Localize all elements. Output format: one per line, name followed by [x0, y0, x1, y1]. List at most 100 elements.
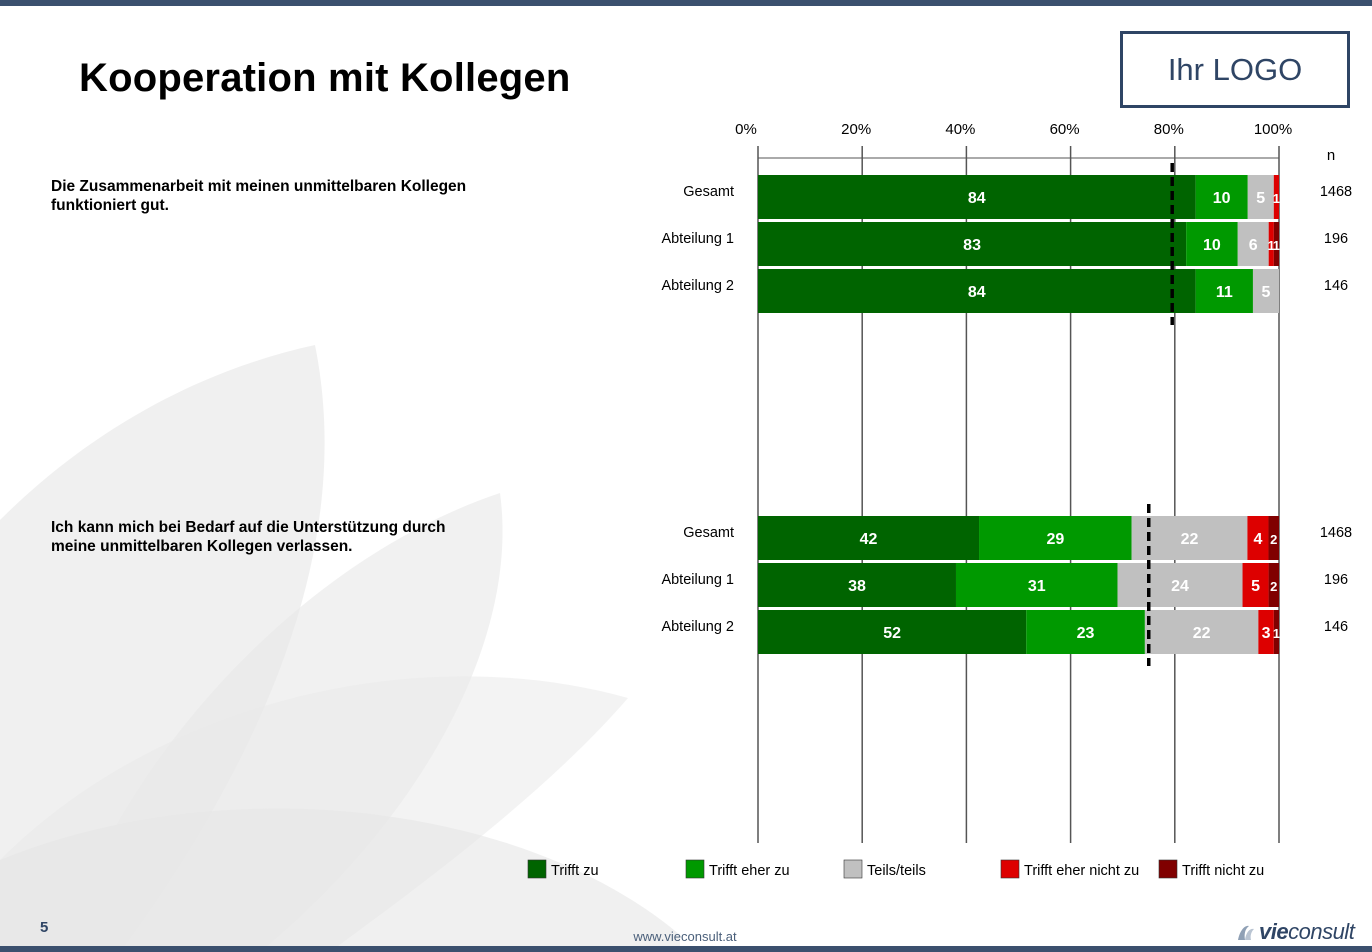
x-tick-label: 20% — [841, 121, 871, 138]
bar-segment — [979, 516, 1132, 560]
bar-segment — [1247, 175, 1274, 219]
n-header: n — [1327, 147, 1335, 164]
bar-segment — [1268, 563, 1279, 607]
data-label: 29 — [1046, 531, 1064, 548]
data-label: 10 — [1203, 237, 1221, 254]
bar-segment — [758, 175, 1196, 219]
data-label: 52 — [883, 625, 901, 642]
row-label: Gesamt — [683, 184, 734, 200]
brand-name: vieconsult — [1259, 919, 1355, 945]
legend-label: Trifft eher zu — [709, 863, 790, 879]
brand-logo: vieconsult — [1236, 919, 1355, 945]
bar-segment — [1237, 222, 1269, 266]
footer-url-text[interactable]: www.vieconsult.at — [633, 929, 737, 944]
data-label: 38 — [848, 578, 866, 595]
data-label: 1 — [1268, 238, 1275, 253]
row-n-value: 146 — [1324, 278, 1348, 294]
row-n-value: 1468 — [1320, 184, 1352, 200]
data-label: 1 — [1273, 626, 1280, 641]
brand-wave-icon — [1238, 925, 1254, 940]
x-tick-label: 40% — [945, 121, 975, 138]
bar-segment — [1268, 222, 1274, 266]
row-n-value: 146 — [1324, 619, 1348, 635]
logo-placeholder: Ihr LOGO — [1120, 31, 1350, 108]
legend-swatch — [843, 859, 863, 879]
bar-segment — [1268, 516, 1279, 560]
row-label: Gesamt — [683, 525, 734, 541]
legend-swatch — [1158, 859, 1178, 879]
page-number: 5 — [40, 919, 49, 936]
data-label: 5 — [1262, 284, 1271, 301]
bar-segment — [955, 563, 1118, 607]
row-label: Abteilung 2 — [661, 619, 734, 635]
data-label: 84 — [968, 284, 986, 301]
x-tick-label: 60% — [1050, 121, 1080, 138]
legend-label: Trifft nicht zu — [1182, 863, 1264, 879]
data-label: 31 — [1028, 578, 1046, 595]
bar-segment — [758, 222, 1187, 266]
bar-segment — [1273, 175, 1279, 219]
bar-segment — [758, 269, 1196, 313]
bar-segment — [1242, 563, 1269, 607]
data-label: 22 — [1193, 625, 1211, 642]
data-label: 5 — [1251, 578, 1260, 595]
bar-segment — [1252, 269, 1279, 313]
row-label: Abteilung 2 — [661, 278, 734, 294]
bar-segment — [758, 516, 980, 560]
logo-text: Ihr LOGO — [1167, 51, 1303, 87]
bar-segment — [1195, 175, 1248, 219]
data-label: 10 — [1213, 190, 1231, 207]
x-tick-label: 100% — [1254, 121, 1292, 138]
legend-swatch — [527, 859, 547, 879]
row-label: Abteilung 1 — [661, 572, 734, 588]
brand-prefix: vie — [1259, 919, 1289, 944]
row-label: Abteilung 1 — [661, 231, 734, 247]
data-label: 83 — [963, 237, 981, 254]
page-title: Kooperation mit Kollegen — [79, 56, 571, 100]
bar-segment — [1247, 516, 1269, 560]
data-label: 42 — [860, 531, 878, 548]
bar-segment — [758, 563, 956, 607]
data-label: 1 — [1273, 238, 1280, 253]
data-label: 23 — [1077, 625, 1095, 642]
bar-segment — [1273, 222, 1279, 266]
legend-label: Teils/teils — [867, 863, 926, 879]
bar-segment — [1131, 516, 1248, 560]
data-label: 5 — [1256, 190, 1265, 207]
bar-segment — [1117, 563, 1243, 607]
row-n-value: 196 — [1324, 231, 1348, 247]
bar-segment — [1186, 222, 1238, 266]
bar-segment — [1273, 610, 1279, 654]
brand-suffix: consult — [1288, 919, 1355, 944]
x-tick-label: 0% — [735, 121, 757, 138]
x-tick-label: 80% — [1154, 121, 1184, 138]
data-label: 4 — [1253, 531, 1262, 548]
bar-segment — [1026, 610, 1145, 654]
row-n-value: 1468 — [1320, 525, 1352, 541]
data-label: 2 — [1270, 579, 1277, 594]
bar-segment — [1195, 269, 1253, 313]
question-1: Die Zusammenarbeit mit meinen unmittelba… — [51, 178, 467, 214]
legend-label: Trifft eher nicht zu — [1024, 863, 1139, 879]
data-label: 3 — [1262, 625, 1271, 642]
footer-url[interactable]: www.vieconsult.at — [0, 929, 1372, 944]
question-2: Ich kann mich bei Bedarf auf die Unterst… — [51, 519, 446, 555]
bar-segment — [1144, 610, 1259, 654]
bar-segment — [758, 610, 1027, 654]
data-label: 24 — [1171, 578, 1189, 595]
footer-bar — [0, 946, 1372, 952]
data-label: 1 — [1273, 191, 1280, 206]
data-label: 22 — [1181, 531, 1199, 548]
data-label: 11 — [1216, 284, 1233, 301]
legend-swatch — [1000, 859, 1020, 879]
row-n-value: 196 — [1324, 572, 1348, 588]
legend-label: Trifft zu — [551, 863, 599, 879]
bar-segment — [1258, 610, 1274, 654]
header-bar — [0, 0, 1372, 6]
legend-swatch — [685, 859, 705, 879]
data-label: 2 — [1270, 532, 1277, 547]
data-label: 6 — [1249, 237, 1258, 254]
data-label: 84 — [968, 190, 986, 207]
